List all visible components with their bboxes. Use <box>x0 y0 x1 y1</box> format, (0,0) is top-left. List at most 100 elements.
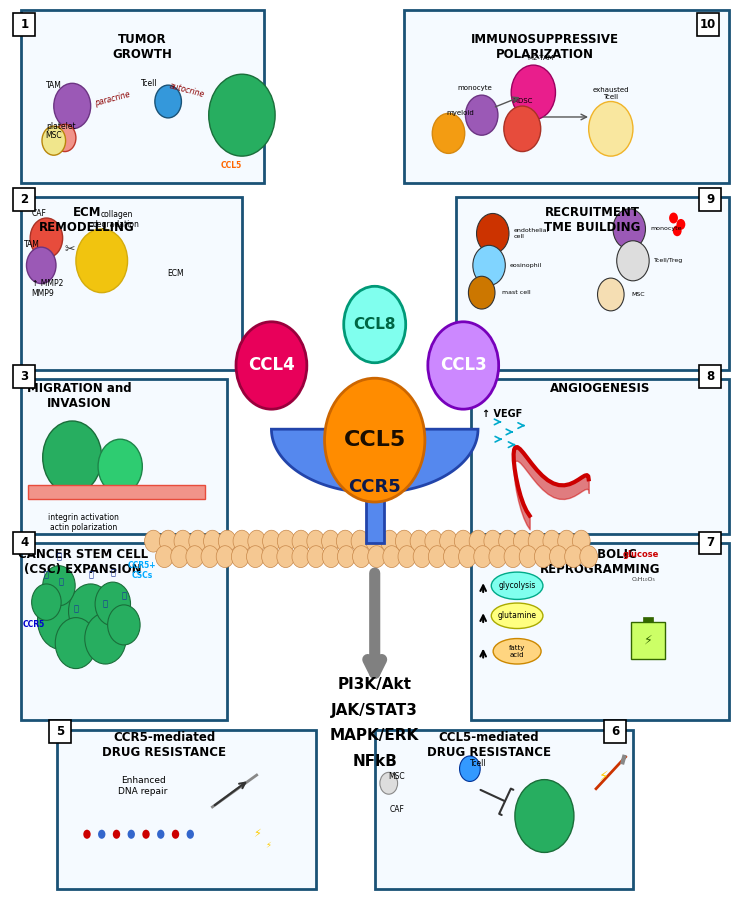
Circle shape <box>572 530 590 552</box>
Circle shape <box>201 546 219 568</box>
Polygon shape <box>271 429 478 493</box>
Text: 6: 6 <box>611 725 619 738</box>
Text: mast cell: mast cell <box>502 290 531 295</box>
Circle shape <box>156 546 174 568</box>
Circle shape <box>459 546 476 568</box>
Circle shape <box>432 113 465 153</box>
FancyBboxPatch shape <box>456 197 729 370</box>
Circle shape <box>513 530 531 552</box>
FancyBboxPatch shape <box>13 188 35 211</box>
FancyBboxPatch shape <box>471 379 729 534</box>
Text: CCR5: CCR5 <box>349 477 401 496</box>
FancyBboxPatch shape <box>13 365 35 388</box>
Text: 4: 4 <box>20 537 28 550</box>
Circle shape <box>428 321 498 409</box>
Circle shape <box>145 530 162 552</box>
Circle shape <box>398 546 416 568</box>
Text: TAM: TAM <box>46 80 62 89</box>
Circle shape <box>351 530 369 552</box>
Text: C₅H₁₀O₅: C₅H₁₀O₅ <box>632 577 656 582</box>
Circle shape <box>454 530 472 552</box>
Text: Enhanced
DNA repair: Enhanced DNA repair <box>118 776 168 796</box>
Text: collagen
degradation: collagen degradation <box>93 210 140 229</box>
Circle shape <box>236 321 307 409</box>
Circle shape <box>425 530 443 552</box>
FancyBboxPatch shape <box>13 531 35 554</box>
Text: 2: 2 <box>20 194 28 206</box>
Text: 1: 1 <box>20 17 28 31</box>
Circle shape <box>613 209 645 249</box>
Text: CCL3: CCL3 <box>440 356 486 374</box>
Circle shape <box>410 530 428 552</box>
Text: MIGRATION and
INVASION: MIGRATION and INVASION <box>28 382 132 410</box>
Circle shape <box>589 101 633 156</box>
Text: ⑂: ⑂ <box>57 552 61 561</box>
Circle shape <box>565 546 583 568</box>
Text: ⑂: ⑂ <box>121 592 127 601</box>
Circle shape <box>307 546 325 568</box>
Text: exhausted
Tcell: exhausted Tcell <box>592 87 629 100</box>
Circle shape <box>673 226 682 236</box>
Text: ECM: ECM <box>167 269 184 278</box>
Circle shape <box>368 546 385 568</box>
Circle shape <box>466 95 498 135</box>
Circle shape <box>188 530 206 552</box>
Circle shape <box>597 278 624 310</box>
Text: MSC: MSC <box>45 131 62 140</box>
Circle shape <box>98 439 142 494</box>
Bar <box>366 461 384 543</box>
Text: Tcell/Treg: Tcell/Treg <box>653 258 683 263</box>
Circle shape <box>443 546 461 568</box>
Circle shape <box>233 530 251 552</box>
Circle shape <box>580 546 597 568</box>
Circle shape <box>484 530 501 552</box>
FancyBboxPatch shape <box>49 720 72 743</box>
Text: Tcell: Tcell <box>469 759 486 768</box>
Text: CAF: CAF <box>390 805 405 814</box>
FancyBboxPatch shape <box>604 720 627 743</box>
Text: paracrine: paracrine <box>94 89 132 108</box>
Text: CCL5: CCL5 <box>221 161 241 170</box>
Text: 8: 8 <box>706 370 714 383</box>
Circle shape <box>155 85 182 118</box>
Circle shape <box>262 530 280 552</box>
Circle shape <box>325 378 425 502</box>
Text: ⚡: ⚡ <box>264 841 270 850</box>
Circle shape <box>42 566 75 606</box>
Text: MSC: MSC <box>389 772 405 782</box>
Circle shape <box>218 530 236 552</box>
Circle shape <box>474 546 492 568</box>
Circle shape <box>95 582 130 625</box>
Circle shape <box>54 124 76 152</box>
Text: JAK/STAT3: JAK/STAT3 <box>332 703 418 718</box>
Text: ANGIOGENESIS: ANGIOGENESIS <box>550 382 650 394</box>
Circle shape <box>261 546 279 568</box>
Text: ↑ VEGF: ↑ VEGF <box>482 409 522 419</box>
Circle shape <box>307 530 325 552</box>
Circle shape <box>515 780 574 853</box>
Text: eosinophil: eosinophil <box>510 263 542 268</box>
Text: MAPK/ERK: MAPK/ERK <box>330 729 419 743</box>
Text: RECRUITMENT
TME BUILDING: RECRUITMENT TME BUILDING <box>544 206 641 235</box>
Circle shape <box>232 546 249 568</box>
Text: ⑂: ⑂ <box>44 571 49 580</box>
Text: glucose: glucose <box>622 551 659 560</box>
Text: CCR5+
CSCs: CCR5+ CSCs <box>128 561 156 580</box>
Circle shape <box>31 218 63 258</box>
Text: ⚡: ⚡ <box>644 634 653 647</box>
Circle shape <box>352 546 370 568</box>
Circle shape <box>617 241 649 281</box>
Circle shape <box>85 613 126 664</box>
Circle shape <box>337 546 355 568</box>
Circle shape <box>473 246 505 286</box>
Circle shape <box>383 546 401 568</box>
Text: CCR5: CCR5 <box>23 621 45 629</box>
Circle shape <box>107 605 140 645</box>
Text: IMMUNOSUPPRESSIVE
POLARIZATION: IMMUNOSUPPRESSIVE POLARIZATION <box>470 33 618 61</box>
Circle shape <box>55 617 97 668</box>
Circle shape <box>543 530 561 552</box>
Text: CAF: CAF <box>31 209 46 218</box>
Text: 5: 5 <box>57 725 65 738</box>
Text: TAM: TAM <box>25 240 40 249</box>
Circle shape <box>142 830 150 839</box>
